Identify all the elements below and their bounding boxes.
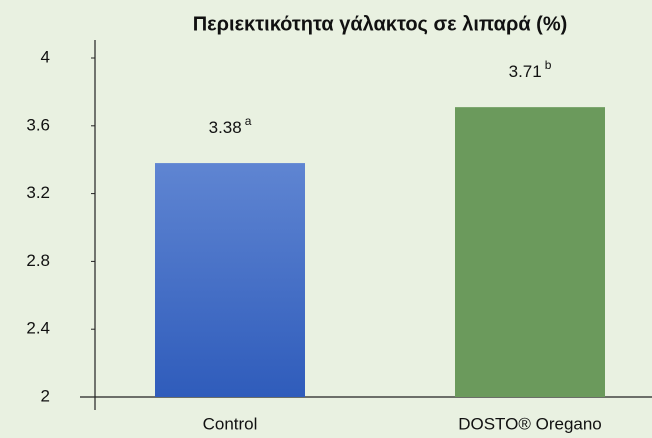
data-label-value: 3.38 [209,119,242,138]
bar [155,163,305,397]
bar [455,107,605,397]
x-tick-label: DOSTO® Oregano [458,414,602,433]
data-label-value: 3.71 [509,63,542,82]
y-tick-label: 3.2 [26,183,50,202]
y-tick-label: 2.4 [26,319,50,338]
data-label: 3.71 b [509,58,552,81]
y-tick-label: 2 [41,386,50,405]
chart-title: Περιεκτικότητα γάλακτος σε λιπαρά (%) [193,13,568,35]
y-tick-label: 4 [41,47,50,66]
y-tick-label: 2.8 [26,251,50,270]
y-tick-label: 3.6 [26,115,50,134]
x-tick-label: Control [203,414,258,433]
data-label-annotation: b [545,58,552,72]
data-label-annotation: a [245,114,252,128]
data-label: 3.38 a [209,114,252,137]
